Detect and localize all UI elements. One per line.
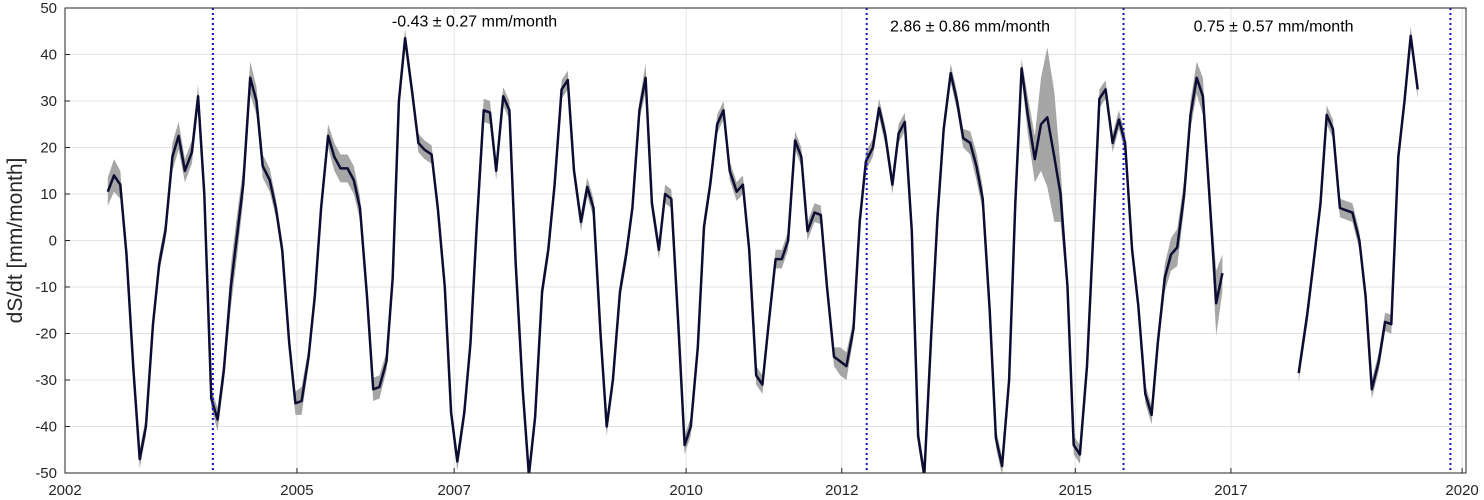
y-tick-label: 40 (40, 47, 57, 64)
uncertainty-band (107, 28, 1223, 473)
y-axis-label: dS/dt [mm/month] (4, 158, 27, 324)
y-tick-label: -20 (35, 326, 57, 343)
trend-annotations: -0.43 ± 0.27 mm/month 2.86 ± 0.86 mm/mont… (392, 14, 1354, 36)
x-tick-label: 2007 (437, 482, 470, 499)
x-tick-label: 2010 (669, 482, 702, 499)
x-tick-label: 2005 (280, 482, 313, 499)
x-tick-label: 2020 (1445, 482, 1478, 499)
y-tick-label: -50 (35, 465, 57, 482)
uncertainty-bands (107, 26, 1418, 473)
y-tick-label: 20 (40, 140, 57, 157)
y-tick-label: 10 (40, 186, 57, 203)
trend-annotation: -0.43 ± 0.27 mm/month (392, 14, 557, 31)
series-line (106, 36, 1224, 473)
trend-annotation: 0.75 ± 0.57 mm/month (1194, 18, 1354, 35)
y-axis-ticks: -50 -40 -30 -20 -10 0 10 20 30 40 50 (35, 0, 70, 482)
y-tick-label: -30 (35, 372, 57, 389)
y-tick-label: 30 (40, 93, 57, 110)
x-tick-label: 2012 (825, 482, 858, 499)
y-tick-label: 50 (40, 0, 57, 17)
x-tick-label: 2015 (1059, 482, 1092, 499)
y-tick-label: -40 (35, 419, 57, 436)
x-tick-label: 2017 (1214, 482, 1247, 499)
series-line (1297, 34, 1419, 391)
uncertainty-band (1298, 26, 1418, 399)
y-tick-label: -10 (35, 279, 57, 296)
trend-annotation: 2.86 ± 0.86 mm/month (890, 18, 1050, 35)
x-tick-label: 2002 (48, 482, 81, 499)
y-tick-label: 0 (49, 233, 57, 250)
data-series (106, 34, 1419, 473)
grid-lines (64, 7, 1466, 474)
x-axis-ticks: 2002 2005 2007 2010 2012 2015 2017 2020 (48, 468, 1479, 499)
